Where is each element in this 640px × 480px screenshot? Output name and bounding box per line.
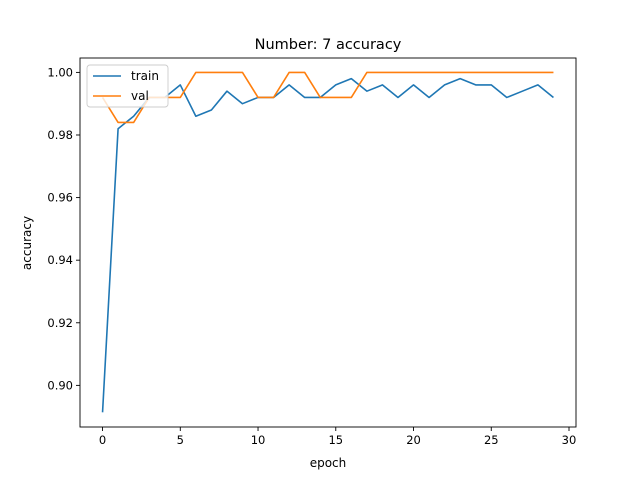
x-tick-label: 5 [177,433,184,447]
legend-label-train: train [131,69,159,83]
x-tick-label: 25 [484,433,499,447]
x-tick-label: 0 [99,433,106,447]
x-tick-label: 10 [251,433,266,447]
series-line-train [101,77,554,413]
y-axis-label: accuracy [20,216,34,270]
series-line-val [101,71,554,124]
legend: train val [86,64,169,108]
x-tick-label: 30 [562,433,577,447]
plot-frame [79,57,577,428]
x-tick-label: 15 [328,433,343,447]
y-tick-label: 1.00 [47,65,73,79]
x-tick-label: 20 [406,433,421,447]
y-tick-label: 0.98 [47,128,73,142]
y-tick-label: 0.92 [47,316,73,330]
x-axis-label: epoch [310,456,347,470]
y-tick-label: 0.94 [47,253,73,267]
axes: 0 5 10 15 20 25 30 0.90 0.92 0.94 0.96 0.98 1.00 [47,57,577,447]
y-tick-label: 0.90 [47,378,73,392]
chart-title: Number: 7 accuracy [255,37,402,53]
legend-label-val: val [131,89,149,103]
y-tick-label: 0.96 [47,191,73,205]
plot-area [101,71,554,413]
